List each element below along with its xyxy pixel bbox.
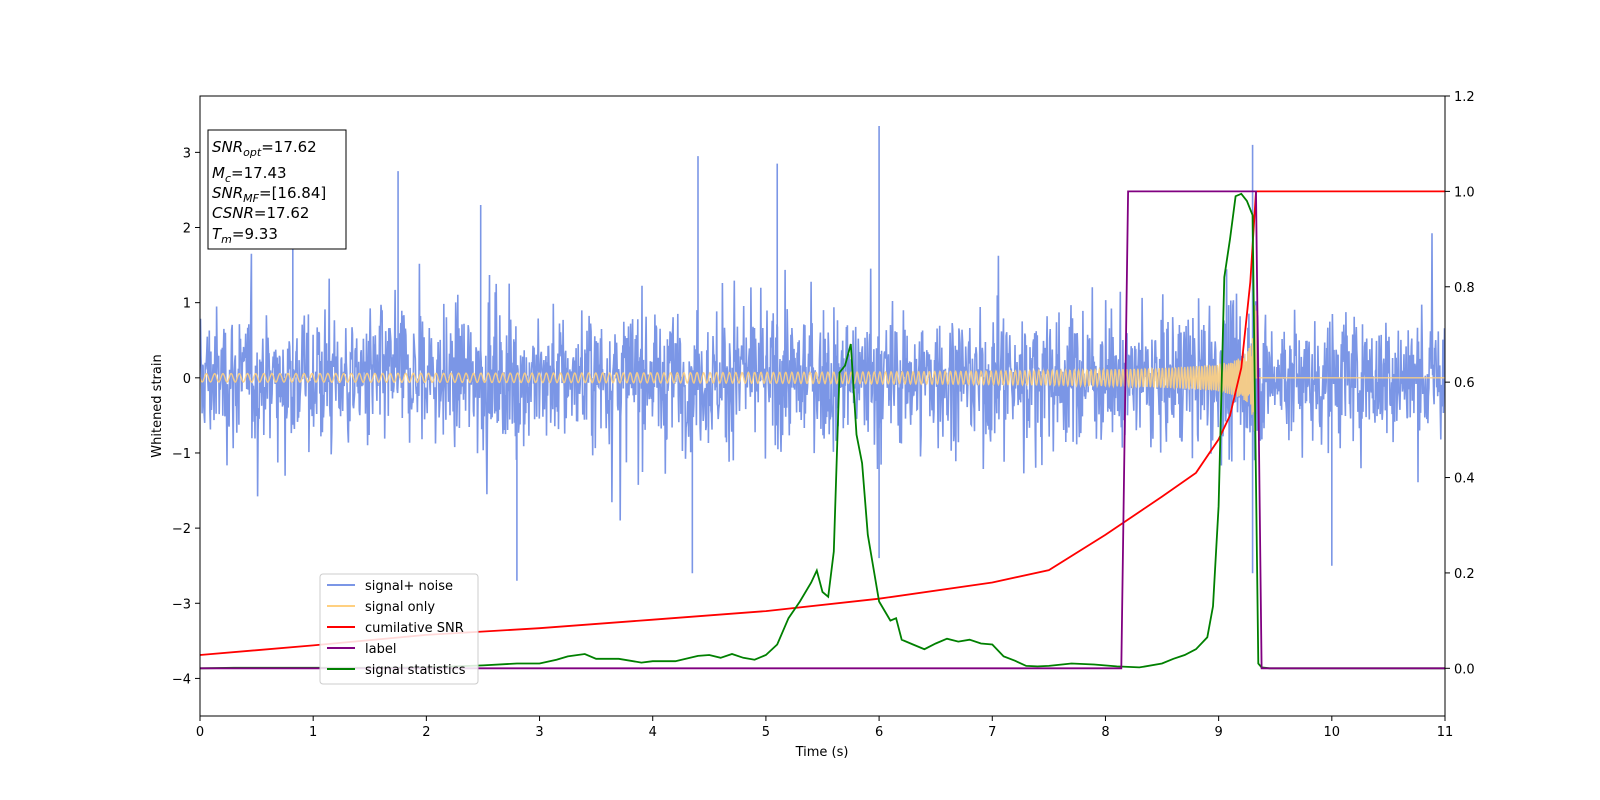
signal-statistics-line: [200, 192, 1445, 670]
y2-tick-label: 0.6: [1454, 376, 1475, 391]
y2-tick-label: 0.0: [1454, 662, 1475, 677]
series-signal-only: [200, 305, 1445, 432]
y-tick-label: −1: [172, 447, 191, 462]
cumulative-snr-line: [200, 190, 1445, 656]
legend: signal+ noise signal only cumilative SNR…: [319, 573, 479, 685]
x-axis-title: Time (s): [795, 745, 849, 760]
annotation-snr-opt: SNRopt=17.62: [212, 138, 317, 159]
y-tick-label: 3: [183, 146, 191, 161]
x-tick-label: 9: [1214, 725, 1222, 740]
x-tick-label: 1: [309, 725, 317, 740]
series-lines: [200, 190, 1445, 670]
legend-entry-label: label: [327, 642, 396, 657]
y-axis-right: 0.0 0.2 0.4 0.6 0.8 1.0 1.2: [1445, 90, 1475, 677]
y-axis-left: −4 −3 −2 −1 0 1 2 3: [172, 146, 200, 687]
legend-entry-signal-only: signal only: [327, 600, 435, 615]
plot-frame: [199, 95, 1446, 717]
svg-text:signal statistics: signal statistics: [365, 663, 466, 678]
legend-entry-signal-statistics: signal statistics: [327, 663, 466, 678]
legend-entry-signal-noise: signal+ noise: [327, 579, 453, 594]
y2-tick-label: 0.2: [1454, 567, 1475, 582]
x-tick-label: 10: [1324, 725, 1341, 740]
svg-text:signal+ noise: signal+ noise: [365, 579, 453, 594]
annotation-tm: Tm=9.33: [212, 225, 278, 246]
x-tick-label: 0: [196, 725, 204, 740]
x-tick-label: 2: [422, 725, 430, 740]
x-tick-label: 7: [988, 725, 996, 740]
x-tick-label: 6: [875, 725, 883, 740]
x-axis: 0 1 2 3 4 5 6 7 8 9 10 11: [196, 716, 1453, 740]
y2-tick-label: 1.2: [1454, 90, 1475, 105]
signal-only-line: [200, 305, 1445, 432]
y-axis-title: Whitened strain: [150, 354, 165, 457]
y-tick-label: −4: [172, 672, 191, 687]
svg-text:label: label: [365, 642, 396, 657]
x-tick-label: 5: [762, 725, 770, 740]
svg-text:cumilative SNR: cumilative SNR: [365, 621, 464, 636]
x-tick-label: 11: [1437, 725, 1454, 740]
x-tick-label: 3: [535, 725, 543, 740]
x-tick-label: 8: [1101, 725, 1109, 740]
annotation-box: SNRopt=17.62 Mc=17.43 SNRMF=[16.84] CSNR…: [207, 129, 347, 250]
y2-tick-label: 0.8: [1454, 281, 1475, 296]
y-tick-label: −2: [172, 522, 191, 537]
annotation-mc: Mc=17.43: [212, 164, 287, 185]
y-tick-label: 2: [183, 222, 191, 237]
signal-noise-line: [200, 233, 1445, 521]
y-tick-label: 0: [183, 372, 191, 387]
annotation-csnr: CSNR=17.62: [212, 204, 309, 222]
legend-entry-cumulative-snr: cumilative SNR: [327, 621, 464, 636]
y-tick-label: −3: [172, 597, 191, 612]
svg-text:signal only: signal only: [365, 600, 435, 615]
y2-tick-label: 0.4: [1454, 472, 1475, 487]
annotation-snr-mf: SNRMF=[16.84]: [212, 184, 326, 205]
y-tick-label: 1: [183, 297, 191, 312]
label-line: [200, 190, 1445, 670]
y2-tick-label: 1.0: [1454, 185, 1475, 200]
x-tick-label: 4: [649, 725, 657, 740]
